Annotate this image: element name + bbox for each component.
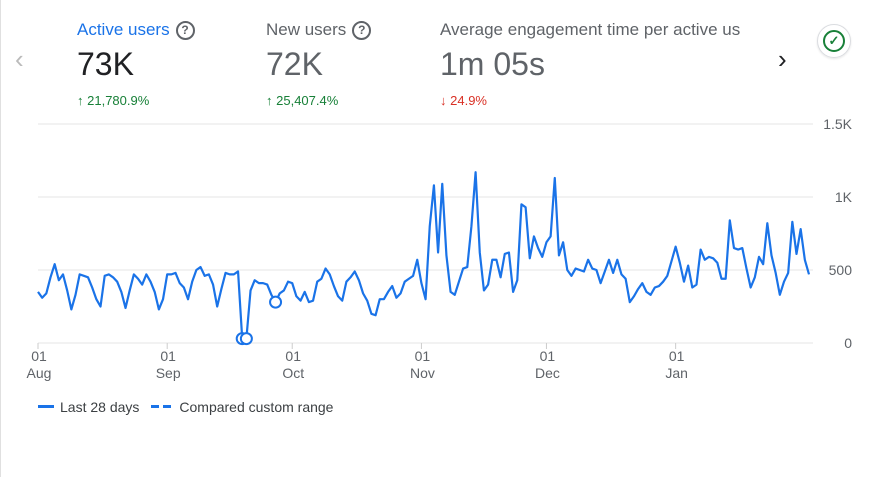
arrow-up-icon: ↑ [266, 93, 273, 108]
y-tick-label: 0 [844, 335, 852, 351]
help-icon[interactable]: ? [352, 20, 372, 40]
metric-value: 1m 05s [440, 46, 545, 82]
x-tick-month: Sep [156, 365, 181, 381]
legend-series: Last 28 days [60, 399, 140, 415]
x-tick-month: Oct [282, 365, 304, 381]
x-tick-month: Jan [665, 365, 688, 381]
metric-new-users[interactable]: New users? 72K ↑ 25,407.4% [266, 20, 372, 108]
x-tick-day: 01 [415, 348, 431, 364]
check-circle-icon: ✓ [823, 30, 845, 52]
series-line-last-28-days [37, 171, 811, 340]
x-tick-day: 01 [669, 348, 685, 364]
metric-change: ↑ 21,780.9% [77, 93, 150, 108]
data-point-marker [269, 295, 283, 309]
metric-label: Active users [77, 20, 170, 39]
metric-avg-engagement[interactable]: Average engagement time per active us 1m… [440, 20, 740, 108]
metric-change: ↑ 25,407.4% [266, 93, 339, 108]
metric-label: Average engagement time per active us [440, 20, 741, 39]
arrow-up-icon: ↑ [77, 93, 84, 108]
arrow-down-icon: ↓ [440, 93, 447, 108]
x-tick-month: Aug [27, 365, 52, 381]
y-tick-label: 500 [829, 262, 853, 278]
x-tick-day: 01 [31, 348, 47, 364]
prev-arrow-button[interactable]: ‹ [15, 44, 24, 74]
legend-compare: Compared custom range [179, 399, 334, 415]
y-tick-label: 1.5K [823, 116, 852, 132]
x-tick-month: Dec [535, 365, 560, 381]
chart-legend: Last 28 days Compared custom range [38, 399, 333, 415]
help-icon[interactable]: ? [175, 20, 195, 40]
solid-line-icon [38, 405, 54, 408]
metric-active-users[interactable]: Active users? 73K ↑ 21,780.9% [77, 20, 195, 108]
status-check-button[interactable]: ✓ [817, 24, 851, 58]
metric-value: 72K [266, 46, 323, 82]
x-tick-month: Nov [410, 365, 435, 381]
metric-label: New users [266, 20, 347, 39]
metric-change: ↓ 24.9% [440, 93, 487, 108]
x-tick-day: 01 [540, 348, 556, 364]
metric-value: 73K [77, 46, 134, 82]
x-tick-day: 01 [160, 348, 176, 364]
next-arrow-button[interactable]: › [778, 44, 787, 74]
dashed-line-icon [151, 405, 172, 408]
data-point-marker [239, 332, 253, 346]
y-tick-label: 1K [835, 189, 853, 205]
x-tick-day: 01 [285, 348, 301, 364]
